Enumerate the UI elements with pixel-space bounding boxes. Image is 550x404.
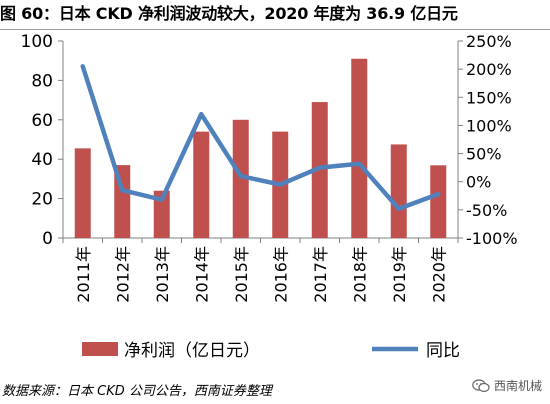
left-tick-label: 100	[21, 32, 53, 52]
right-tick-label: -100%	[466, 229, 518, 248]
x-tick-label: 2018年	[350, 246, 369, 303]
line-point	[82, 65, 84, 67]
right-tick-label: 0%	[466, 173, 491, 192]
watermark-text: 西南机械	[493, 379, 542, 393]
right-tick-label: 100%	[466, 116, 512, 135]
line-point	[200, 113, 202, 115]
x-tick-label: 2016年	[271, 246, 290, 303]
net-profit-chart: 0 20 40 60 80 100 -100% -50% 0% 50% 100% 150% 200% 25…	[21, 32, 518, 361]
chart-axes: 0 20 40 60 80 100 -100% -50% 0% 50% 100% 150% 200% 25…	[21, 32, 518, 303]
x-tick-label: 2011年	[74, 246, 93, 303]
left-tick-label: 40	[31, 150, 53, 170]
page-title: 图 60：日本 CKD 净利润波动较大，2020 年度为 36.9 亿日元	[0, 4, 458, 23]
bar	[351, 58, 368, 239]
legend-line-label: 同比	[426, 341, 460, 361]
line-point	[437, 193, 439, 195]
bar-series	[74, 58, 447, 239]
wechat-icon	[472, 378, 490, 392]
yoy-line	[80, 64, 441, 211]
line-point	[161, 199, 163, 201]
bar	[390, 144, 407, 238]
x-tick-label: 2019年	[390, 246, 409, 303]
bar	[153, 190, 170, 238]
legend-bar-swatch	[82, 342, 118, 356]
x-tick-label: 2017年	[311, 246, 330, 303]
left-tick-label: 80	[31, 71, 53, 91]
source-note: 数据来源：日本 CKD 公司公告，西南证券整理	[2, 384, 272, 399]
title-divider	[0, 29, 550, 30]
bar	[232, 119, 249, 238]
x-tick-label: 2014年	[192, 246, 211, 303]
bar	[74, 148, 91, 238]
right-tick-label: 150%	[466, 88, 512, 107]
right-tick-label: 250%	[466, 32, 512, 51]
left-tick-label: 20	[31, 190, 53, 210]
line-point	[358, 163, 360, 165]
x-tick-label: 2013年	[153, 246, 172, 303]
x-tick-label: 2012年	[113, 246, 132, 303]
right-tick-label: -50%	[466, 201, 507, 220]
watermark: 西南机械	[472, 377, 542, 394]
x-tick-label: 2020年	[429, 246, 448, 303]
x-tick-label: 2015年	[232, 246, 251, 303]
line-point	[398, 208, 400, 210]
right-tick-label: 200%	[466, 60, 512, 79]
bar	[430, 165, 447, 238]
bar	[193, 131, 210, 238]
left-tick-label: 60	[31, 111, 53, 131]
line-point	[319, 167, 321, 169]
line-point	[279, 184, 281, 186]
legend-bar-label: 净利润（亿日元）	[124, 341, 260, 361]
line-series	[80, 64, 441, 211]
line-point	[121, 189, 123, 191]
right-tick-label: 50%	[466, 145, 502, 164]
line-point	[240, 175, 242, 177]
left-tick-label: 0	[42, 229, 53, 249]
chart-legend: 净利润（亿日元） 同比	[82, 341, 460, 361]
